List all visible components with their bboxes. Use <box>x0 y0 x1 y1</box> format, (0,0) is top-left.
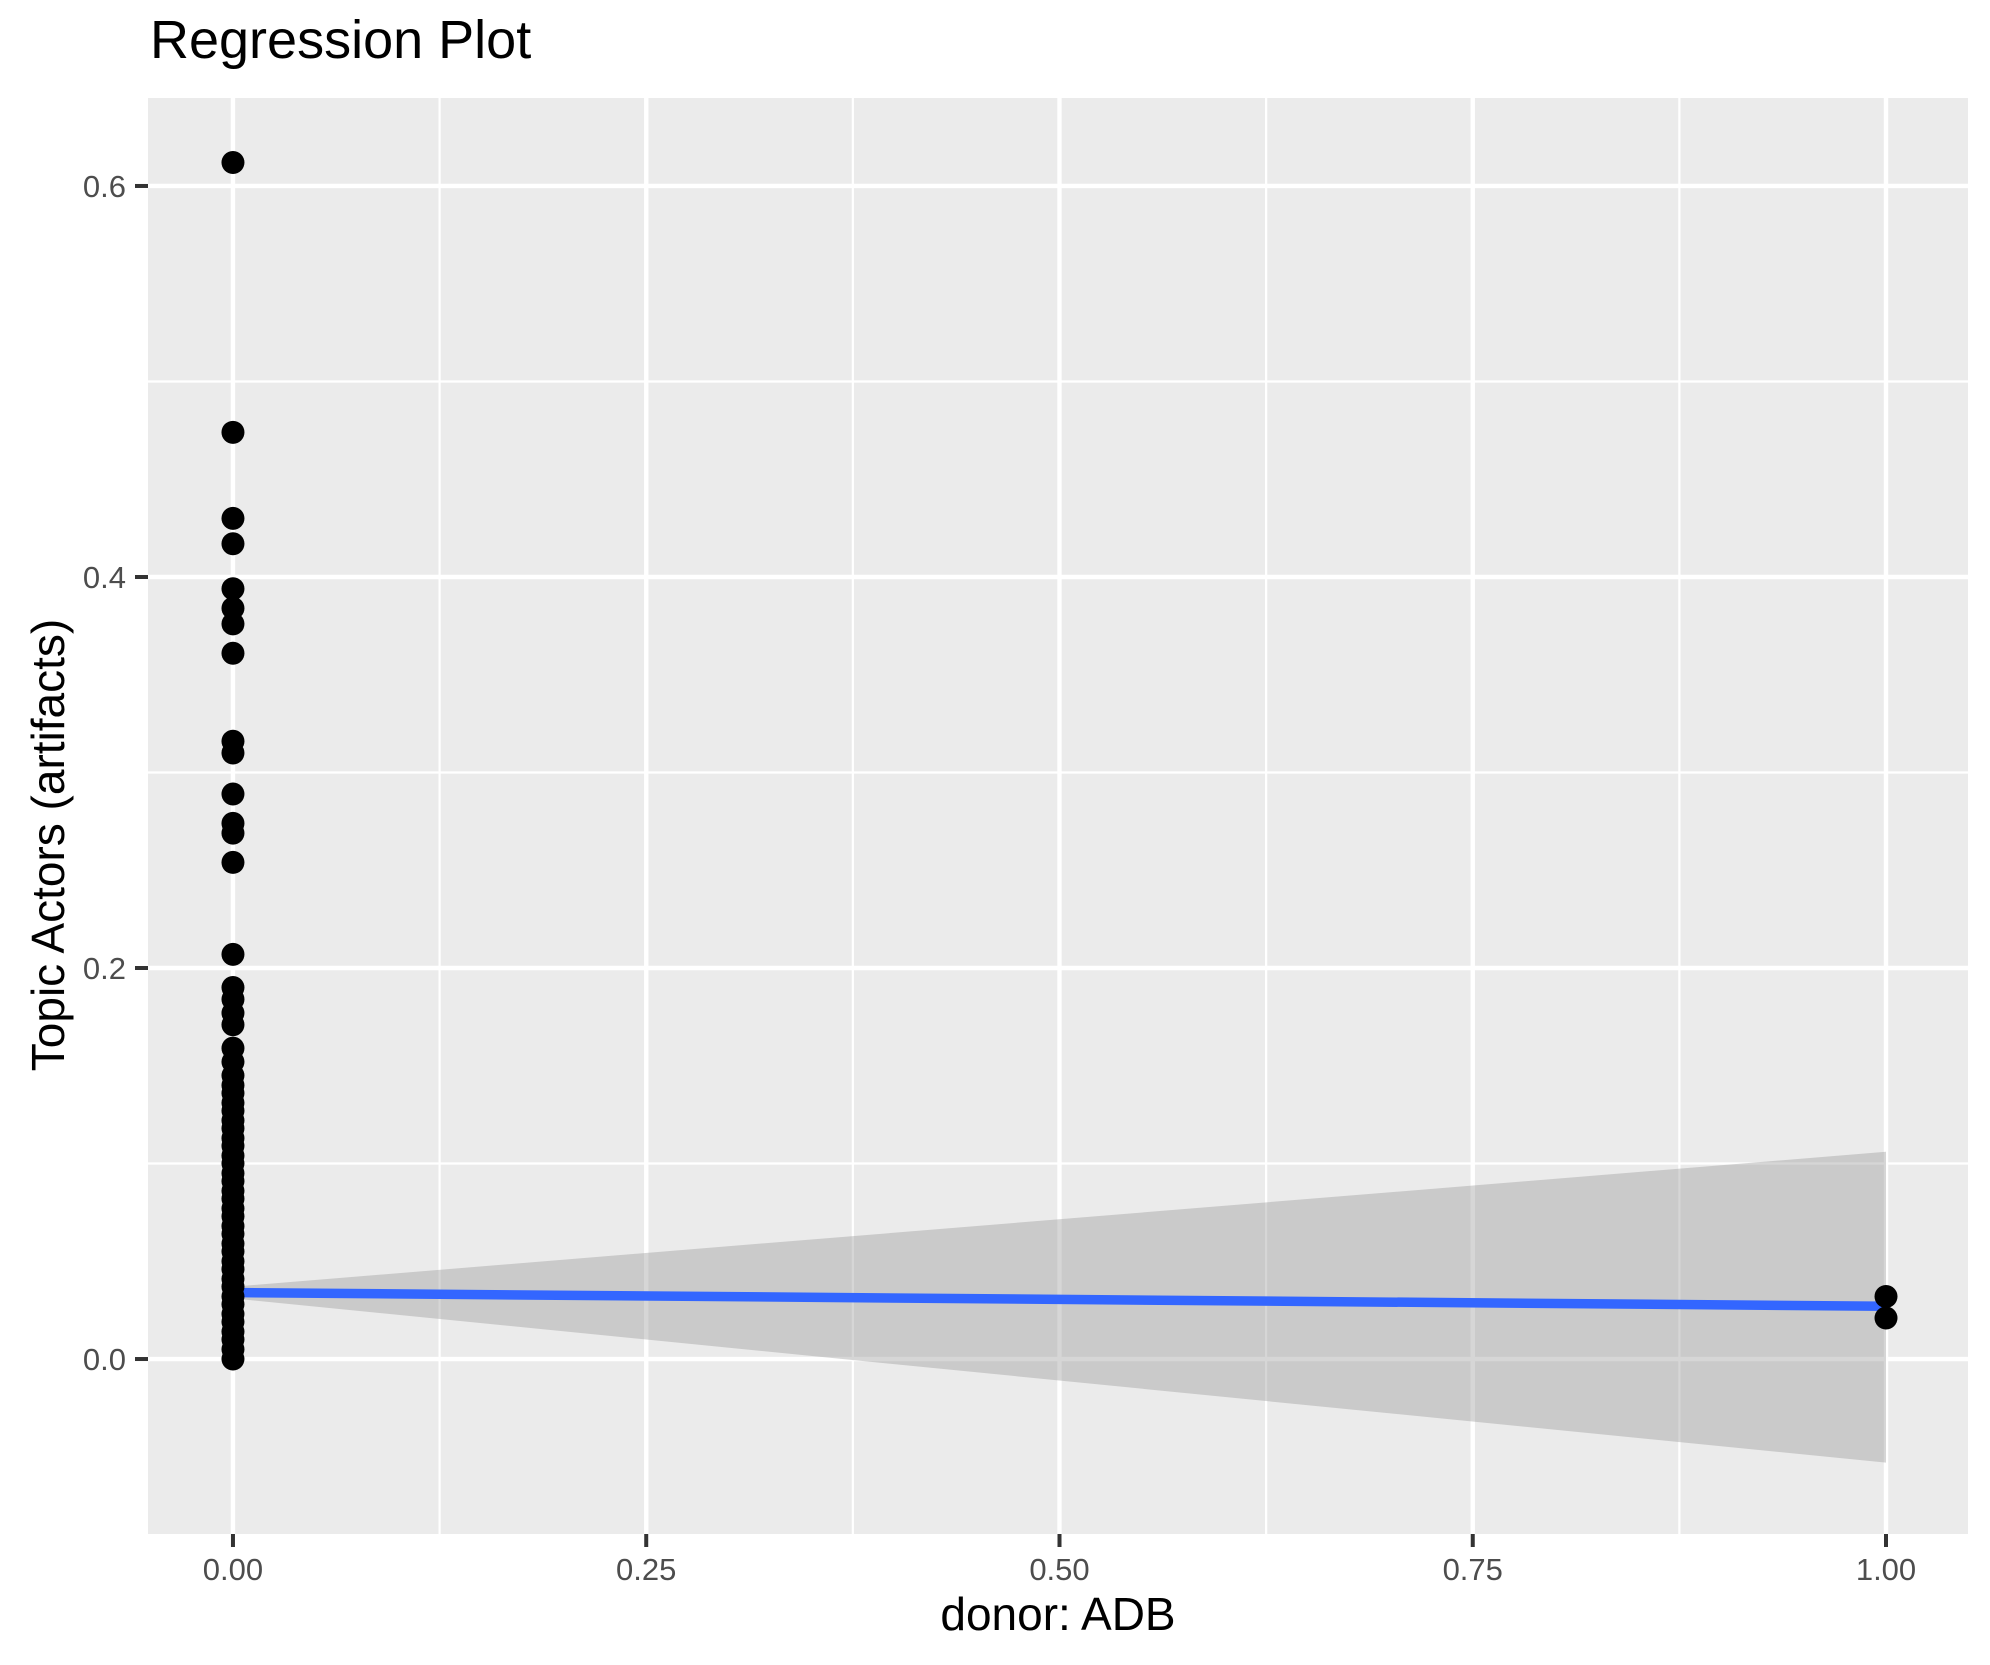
y-tick-label: 0.6 <box>83 169 126 204</box>
x-tick-label: 0.25 <box>616 1552 676 1587</box>
scatter-point <box>221 1013 245 1037</box>
scatter-point <box>221 532 245 556</box>
scatter-point <box>221 850 245 874</box>
scatter-point <box>221 741 245 765</box>
scatter-point <box>221 821 245 845</box>
plot-title: Regression Plot <box>150 10 532 70</box>
x-tick-label: 0.75 <box>1443 1552 1503 1587</box>
y-axis-title: Topic Actors (artifacts) <box>22 618 74 1072</box>
x-tick-label: 1.00 <box>1856 1552 1916 1587</box>
regression-line <box>232 1287 1887 1311</box>
scatter-point <box>221 1347 245 1371</box>
scatter-point <box>221 612 245 636</box>
y-tick-label: 0.0 <box>83 1342 126 1377</box>
scatter-point <box>221 782 245 806</box>
scatter-point <box>1874 1284 1898 1308</box>
scatter-point <box>221 942 245 966</box>
y-tick-label: 0.4 <box>83 560 126 595</box>
scatter-point <box>221 151 245 175</box>
x-axis-title: donor: ADB <box>940 1588 1176 1640</box>
x-tick-label: 0.00 <box>203 1552 263 1587</box>
x-tick-label: 0.50 <box>1029 1552 1089 1587</box>
scatter-point <box>221 641 245 665</box>
scatter-point <box>221 506 245 530</box>
y-tick-label: 0.2 <box>83 951 126 986</box>
scatter-point <box>221 420 245 444</box>
scatter-point <box>221 577 245 601</box>
confidence-band <box>232 1151 1887 1463</box>
scatter-point <box>1874 1306 1898 1330</box>
